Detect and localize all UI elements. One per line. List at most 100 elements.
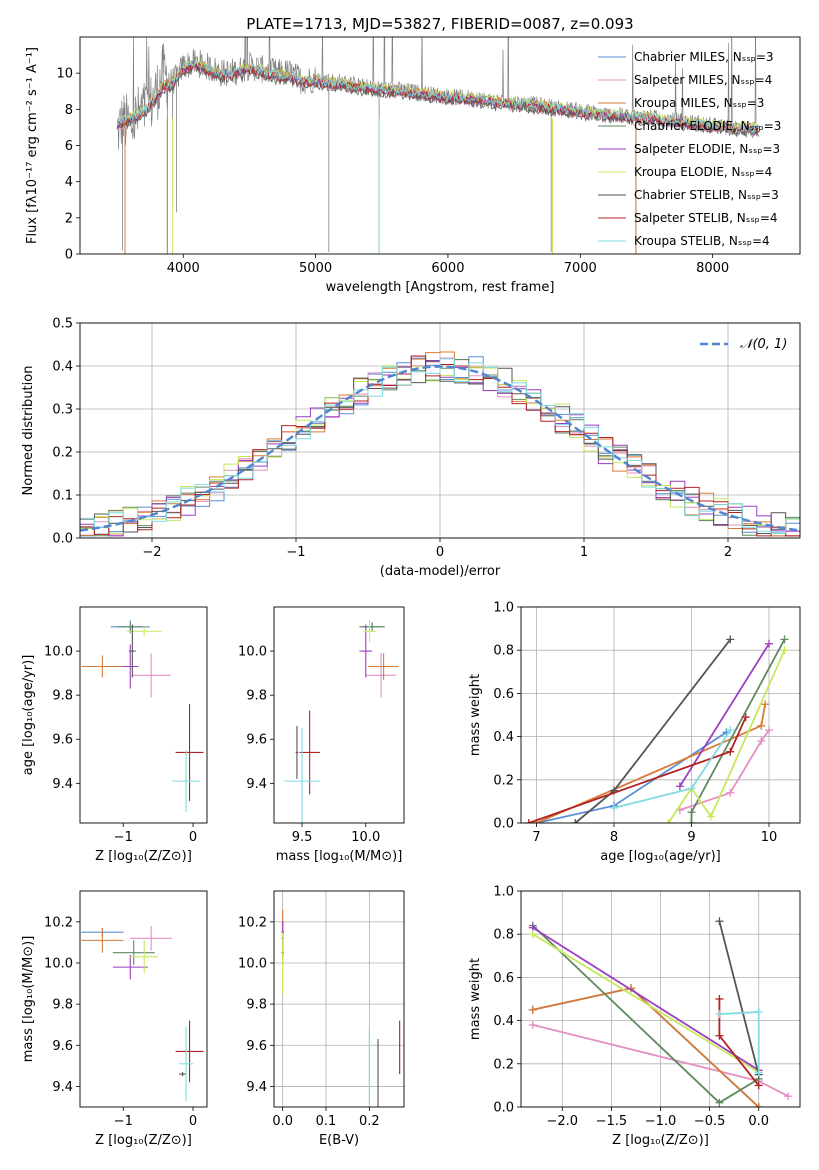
legend-label-kroupa_stelib: Kroupa STELIB, Nₛₛₚ=4 [634, 234, 770, 248]
x-axis-label: age [log₁₀(age/yr)] [600, 849, 721, 864]
series-marker-salpeter_stelib [715, 1031, 724, 1040]
y-tick-label: 9.8 [52, 998, 73, 1013]
series-marker-salpeter_elodie [765, 639, 773, 648]
y-tick-label: 0 [65, 248, 73, 263]
errorbar-salpeter_miles [130, 925, 173, 951]
y-tick-label: 0.0 [52, 532, 73, 547]
series-marker-chabrier_stelib [715, 917, 724, 926]
error-bars [284, 620, 399, 823]
x-tick-label: 8000 [696, 261, 729, 276]
series-marker-salpeter_stelib [524, 819, 533, 823]
y-tick-label: 6 [65, 139, 73, 154]
error-bars [81, 925, 204, 1101]
x-tick-label: 10 [761, 830, 778, 845]
series-marker-kroupa_miles [761, 700, 770, 709]
errorbar-salpeter_elodie [121, 644, 139, 689]
y-tick-label: 9.6 [52, 733, 73, 748]
series-marker-kroupa_stelib [610, 803, 618, 812]
series-line-kroupa_miles [532, 987, 760, 1107]
x-axis-label: E(B-V) [319, 1133, 359, 1148]
series-marker-salpeter_stelib [726, 747, 735, 756]
legend-label-kroupa_miles: Kroupa MILES, Nₛₛₚ=3 [634, 96, 764, 110]
errorbar-kroupa_elodie [130, 940, 159, 974]
plot-frame [273, 606, 405, 824]
y-tick-label: 8 [65, 103, 73, 118]
series-marker-chabrier_stelib [571, 819, 580, 823]
series-line-chabrier_miles [532, 987, 760, 1107]
x-tick-label: 9.5 [292, 830, 313, 845]
legend-label-salpeter_stelib: Salpeter STELIB, Nₛₛₚ=4 [634, 211, 778, 225]
x-tick-label: 8 [610, 830, 618, 845]
y-axis-label: mass [log₁₀(M/M⊙)] [21, 936, 36, 1063]
y-tick-label: 9.8 [52, 689, 73, 704]
y-tick-label: 10.0 [238, 645, 267, 660]
series-marker-kroupa_elodie [780, 646, 789, 655]
panel-spectrum: 4000 5000 6000 7000 8000 0 2 4 6 8 10 wavelength [A… [25, 15, 801, 295]
errorbar-salpeter_elodie [112, 954, 148, 980]
errorbar-kroupa_stelib [179, 1026, 194, 1101]
panel-z_mass: −1 0 9.4 9.6 9.8 10.0 10.2 Z [log₁₀(Z/Z⊙)] mass … [21, 890, 208, 1148]
y-tick-label: 0.2 [493, 773, 514, 788]
plot-frame [79, 36, 801, 255]
y-tick-label: 10.2 [238, 915, 267, 930]
legend-label-chabrier_miles: Chabrier MILES, Nₛₛₚ=3 [634, 50, 774, 64]
series-marker-salpeter_miles [726, 788, 735, 797]
plot-frame [79, 322, 801, 539]
error-bars [81, 620, 204, 812]
normal-curve [80, 365, 800, 532]
model-line-kroupa_stelib [116, 60, 760, 134]
y-tick-label: 0.0 [493, 817, 514, 832]
y-tick-label: 2 [65, 211, 73, 226]
y-tick-label: 1.0 [493, 601, 514, 616]
series-marker-kroupa_elodie [706, 812, 715, 821]
errorbar-kroupa_miles [81, 928, 124, 953]
x-tick-label: 0 [189, 830, 197, 845]
y-tick-label: 9.6 [246, 733, 267, 748]
y-tick-label: 9.8 [246, 998, 267, 1013]
plot-frame [79, 890, 208, 1108]
plot-frame [520, 606, 801, 824]
series-marker-salpeter_miles [784, 1092, 793, 1101]
series-marker-kroupa_stelib [754, 1007, 763, 1016]
x-axis-label: Z [log₁₀(Z/Z⊙)] [95, 849, 192, 864]
series-marker-kroupa_elodie [528, 930, 537, 939]
series-marker-kroupa_miles [754, 1103, 763, 1107]
errorbar-salpeter_elodie [359, 624, 373, 678]
series-marker-kroupa_stelib [687, 784, 696, 793]
errorbar-salpeter_miles [131, 653, 171, 698]
y-tick-label: 10.0 [44, 957, 73, 972]
y-tick-label: 0.2 [493, 1057, 514, 1072]
panel-ebv_mass: 0.0 0.1 0.2 9.4 9.6 9.8 10.0 10.2 E(B-V) [238, 890, 405, 1148]
series-line-kroupa_miles [536, 704, 766, 823]
x-tick-label: 2 [724, 545, 732, 560]
series-marker-chabrier_elodie [780, 635, 789, 644]
x-tick-label: 1 [580, 545, 588, 560]
y-tick-label: 0.8 [493, 644, 514, 659]
errorbar-chabrier_elodie [112, 940, 155, 966]
errorbar-chabrier_stelib [128, 624, 136, 678]
series-line-chabrier_stelib [718, 920, 760, 1075]
y-axis-label: mass weight [468, 674, 483, 756]
y-axis-label: age [log₁₀(age/yr)] [21, 655, 36, 776]
y-tick-label: 10.0 [238, 957, 267, 972]
series-marker-salpeter_elodie [675, 782, 684, 791]
panel-z_weight: −2.0 −1.5 −1.0 −0.5 0.0 0.0 0.2 0.4 0.6 0.8 1.0 Z [… [468, 885, 801, 1148]
series-marker-salpeter_stelib [741, 713, 750, 722]
series-marker-salpeter_stelib [715, 995, 724, 1003]
y-tick-label: 1.0 [493, 885, 514, 900]
legend-label-chabrier_stelib: Chabrier STELIB, Nₛₛₚ=3 [634, 188, 779, 202]
plot-frame [273, 890, 405, 1108]
errorbar-salpeter_miles [365, 653, 397, 698]
legend-label-chabrier_elodie: Chabrier ELODIE, Nₛₛₚ=3 [634, 119, 781, 133]
series-marker-kroupa_miles [528, 1005, 537, 1014]
x-tick-label: −1.0 [645, 1114, 677, 1129]
weight-lines [528, 917, 793, 1107]
y-tick-label: 0.6 [493, 687, 514, 702]
errorbar-salpeter_stelib [175, 1020, 204, 1083]
x-axis-label: Z [log₁₀(Z/Z⊙)] [612, 1133, 709, 1148]
x-tick-label: 0.1 [316, 1114, 337, 1129]
y-tick-label: 0.4 [493, 1014, 514, 1029]
x-tick-label: 10.0 [351, 830, 380, 845]
x-tick-label: −1 [114, 830, 133, 845]
